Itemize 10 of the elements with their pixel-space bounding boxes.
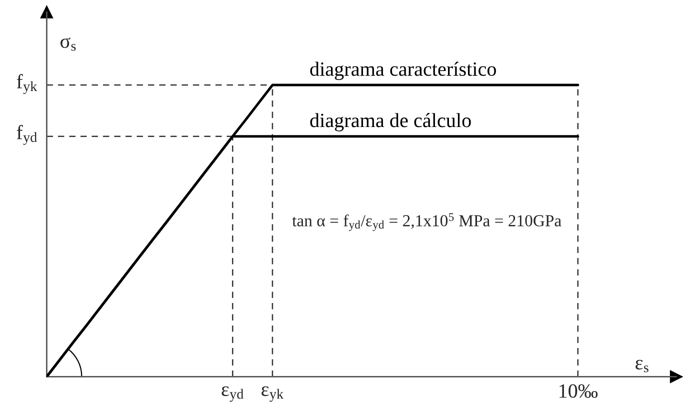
annotation: tan α = f$_{yd}$/ε$_{yd}$ = 2,1x10$^{5}$ MPa = 210GPa <box>292 213 562 232</box>
x-tick-label: 10‰ <box>560 384 598 398</box>
y-axis-title: σ$_{s}$ <box>60 38 76 51</box>
text: f$_{yd}$ <box>16 124 37 145</box>
series-label: diagrama de cálculo <box>310 113 471 132</box>
x-tick-label: ε$_{yd}$ <box>222 386 244 402</box>
x-tick-label: ε$_{yk}$ <box>262 386 284 402</box>
text: f$_{yk}$ <box>16 74 38 94</box>
series-label: diagrama característico <box>310 62 496 80</box>
x-axis-title: ε$_{s}$ <box>636 360 648 372</box>
